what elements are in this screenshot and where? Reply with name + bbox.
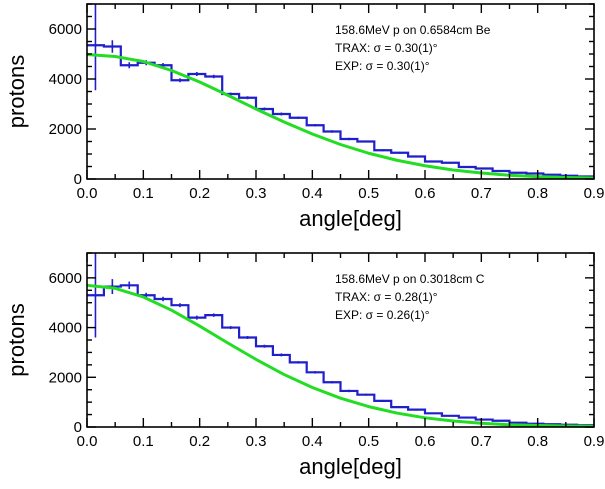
x-tick-label: 0.4 xyxy=(302,185,323,202)
x-tick-label: 0.6 xyxy=(415,185,436,202)
y-tick-label: 6000 xyxy=(49,270,82,287)
x-tick-label: 0.0 xyxy=(77,185,98,202)
x-tick-label: 0.4 xyxy=(302,433,323,450)
y-tick-label: 2000 xyxy=(49,369,82,386)
annotation-text: EXP: σ = 0.30(1)° xyxy=(335,59,430,73)
y-tick-label: 0 xyxy=(74,419,82,436)
histogram-series-line xyxy=(87,284,594,427)
x-tick-label: 0.8 xyxy=(527,185,548,202)
x-tick-label: 0.9 xyxy=(584,185,605,202)
annotation-text: EXP: σ = 0.26(1)° xyxy=(335,308,430,322)
y-tick-label: 4000 xyxy=(49,320,82,337)
x-tick-label: 0.0 xyxy=(77,433,98,450)
y-tick-label: 6000 xyxy=(49,21,82,38)
chart-panel-1: 0.0 0.1 0.2 0.3 0.4 0.5 0.6 0.7 0.8 0.9 0 2000 4000 6… xyxy=(4,3,605,231)
x-tick-label: 0.7 xyxy=(471,185,492,202)
histogram-series-line xyxy=(87,44,594,178)
annotation-text: TRAX: σ = 0.30(1)° xyxy=(335,41,438,55)
x-tick-label: 0.8 xyxy=(527,433,548,450)
x-tick-label: 0.1 xyxy=(133,185,154,202)
y-tick-label: 0 xyxy=(74,171,82,188)
y-axis-label: protons xyxy=(4,55,29,128)
annotation-text: TRAX: σ = 0.28(1)° xyxy=(335,290,438,304)
x-tick-label: 0.3 xyxy=(246,185,267,202)
x-axis-label: angle[deg] xyxy=(299,454,402,479)
fit-curve-line xyxy=(86,283,595,428)
chart-panel-2: 0.0 0.1 0.2 0.3 0.4 0.5 0.6 0.7 0.8 0.9 0 2000 4000 6… xyxy=(4,252,605,479)
x-tick-label: 0.3 xyxy=(246,433,267,450)
x-tick-label: 0.2 xyxy=(189,185,210,202)
x-tick-label: 0.2 xyxy=(189,433,210,450)
x-axis-label: angle[deg] xyxy=(299,206,402,231)
x-tick-label: 0.7 xyxy=(471,433,492,450)
annotation-text: 158.6MeV p on 0.3018cm C xyxy=(335,272,485,286)
y-axis-label: protons xyxy=(4,303,29,376)
fit-curve-line xyxy=(86,53,595,180)
x-tick-label: 0.1 xyxy=(133,433,154,450)
x-tick-label: 0.9 xyxy=(584,433,605,450)
x-tick-label: 0.5 xyxy=(358,433,379,450)
y-tick-label: 4000 xyxy=(49,71,82,88)
annotation-text: 158.6MeV p on 0.6584cm Be xyxy=(335,23,491,37)
y-tick-label: 2000 xyxy=(49,121,82,138)
x-tick-label: 0.5 xyxy=(358,185,379,202)
x-tick-label: 0.6 xyxy=(415,433,436,450)
